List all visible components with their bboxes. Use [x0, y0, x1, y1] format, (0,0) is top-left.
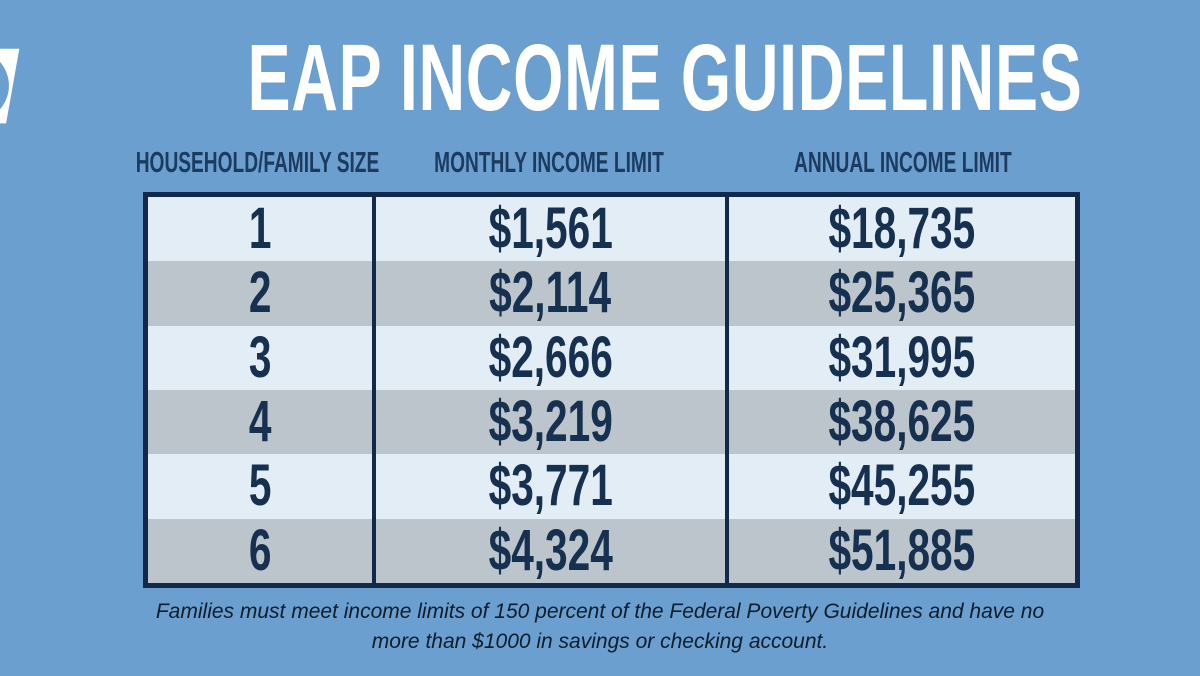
cell-annual-limit: $31,995 [725, 325, 1075, 390]
income-guidelines-table: 1 $1,561 $18,735 2 $2,114 $25,365 3 $2,6… [143, 192, 1080, 588]
cell-monthly-limit: $2,114 [372, 261, 725, 326]
column-header-household-size: HOUSEHOLD/FAMILY SIZE [135, 146, 380, 179]
table-row: 2 $2,114 $25,365 [148, 260, 1075, 326]
page-title: EAP INCOME GUIDELINES [247, 24, 1083, 131]
column-header-monthly-limit: MONTHLY INCOME LIMIT [433, 146, 664, 179]
cell-annual-limit: $38,625 [725, 389, 1075, 455]
cell-monthly-limit: $3,219 [372, 389, 725, 455]
cell-monthly-limit: $2,666 [372, 325, 725, 390]
cell-household-size: 1 [248, 196, 272, 262]
cell-household-size: 5 [248, 453, 272, 519]
table-column-headers: HOUSEHOLD/FAMILY SIZE MONTHLY INCOME LIM… [135, 143, 1080, 183]
table-row: 6 $4,324 $51,885 [148, 517, 1075, 583]
cell-household-size: 6 [248, 517, 272, 583]
masthead: EAP INCOME GUIDELINES [0, 22, 1200, 134]
footnote-line-2: more than $1000 in savings or checking a… [371, 629, 829, 653]
cell-annual-limit: $51,885 [725, 518, 1075, 583]
table-row: 1 $1,561 $18,735 [148, 196, 1075, 262]
table-row: 3 $2,666 $31,995 [148, 324, 1075, 390]
cell-monthly-limit: $4,324 [372, 518, 725, 583]
table-row: 5 $3,771 $45,255 [148, 453, 1075, 519]
table-row: 4 $3,219 $38,625 [148, 389, 1075, 455]
keystone-family-icon [0, 48, 20, 124]
cell-household-size: 3 [248, 324, 272, 390]
cell-annual-limit: $45,255 [725, 454, 1075, 519]
cell-monthly-limit: $1,561 [372, 197, 725, 262]
cell-monthly-limit: $3,771 [372, 454, 725, 519]
footnote-line-1: Families must meet income limits of 150 … [155, 600, 1045, 623]
cell-household-size: 4 [248, 389, 272, 455]
eligibility-footnote: Families must meet income limits of 150 … [0, 597, 1200, 657]
column-header-annual-limit: ANNUAL INCOME LIMIT [793, 146, 1012, 179]
cell-annual-limit: $18,735 [725, 197, 1075, 262]
cell-household-size: 2 [248, 260, 272, 326]
cell-annual-limit: $25,365 [725, 261, 1075, 326]
